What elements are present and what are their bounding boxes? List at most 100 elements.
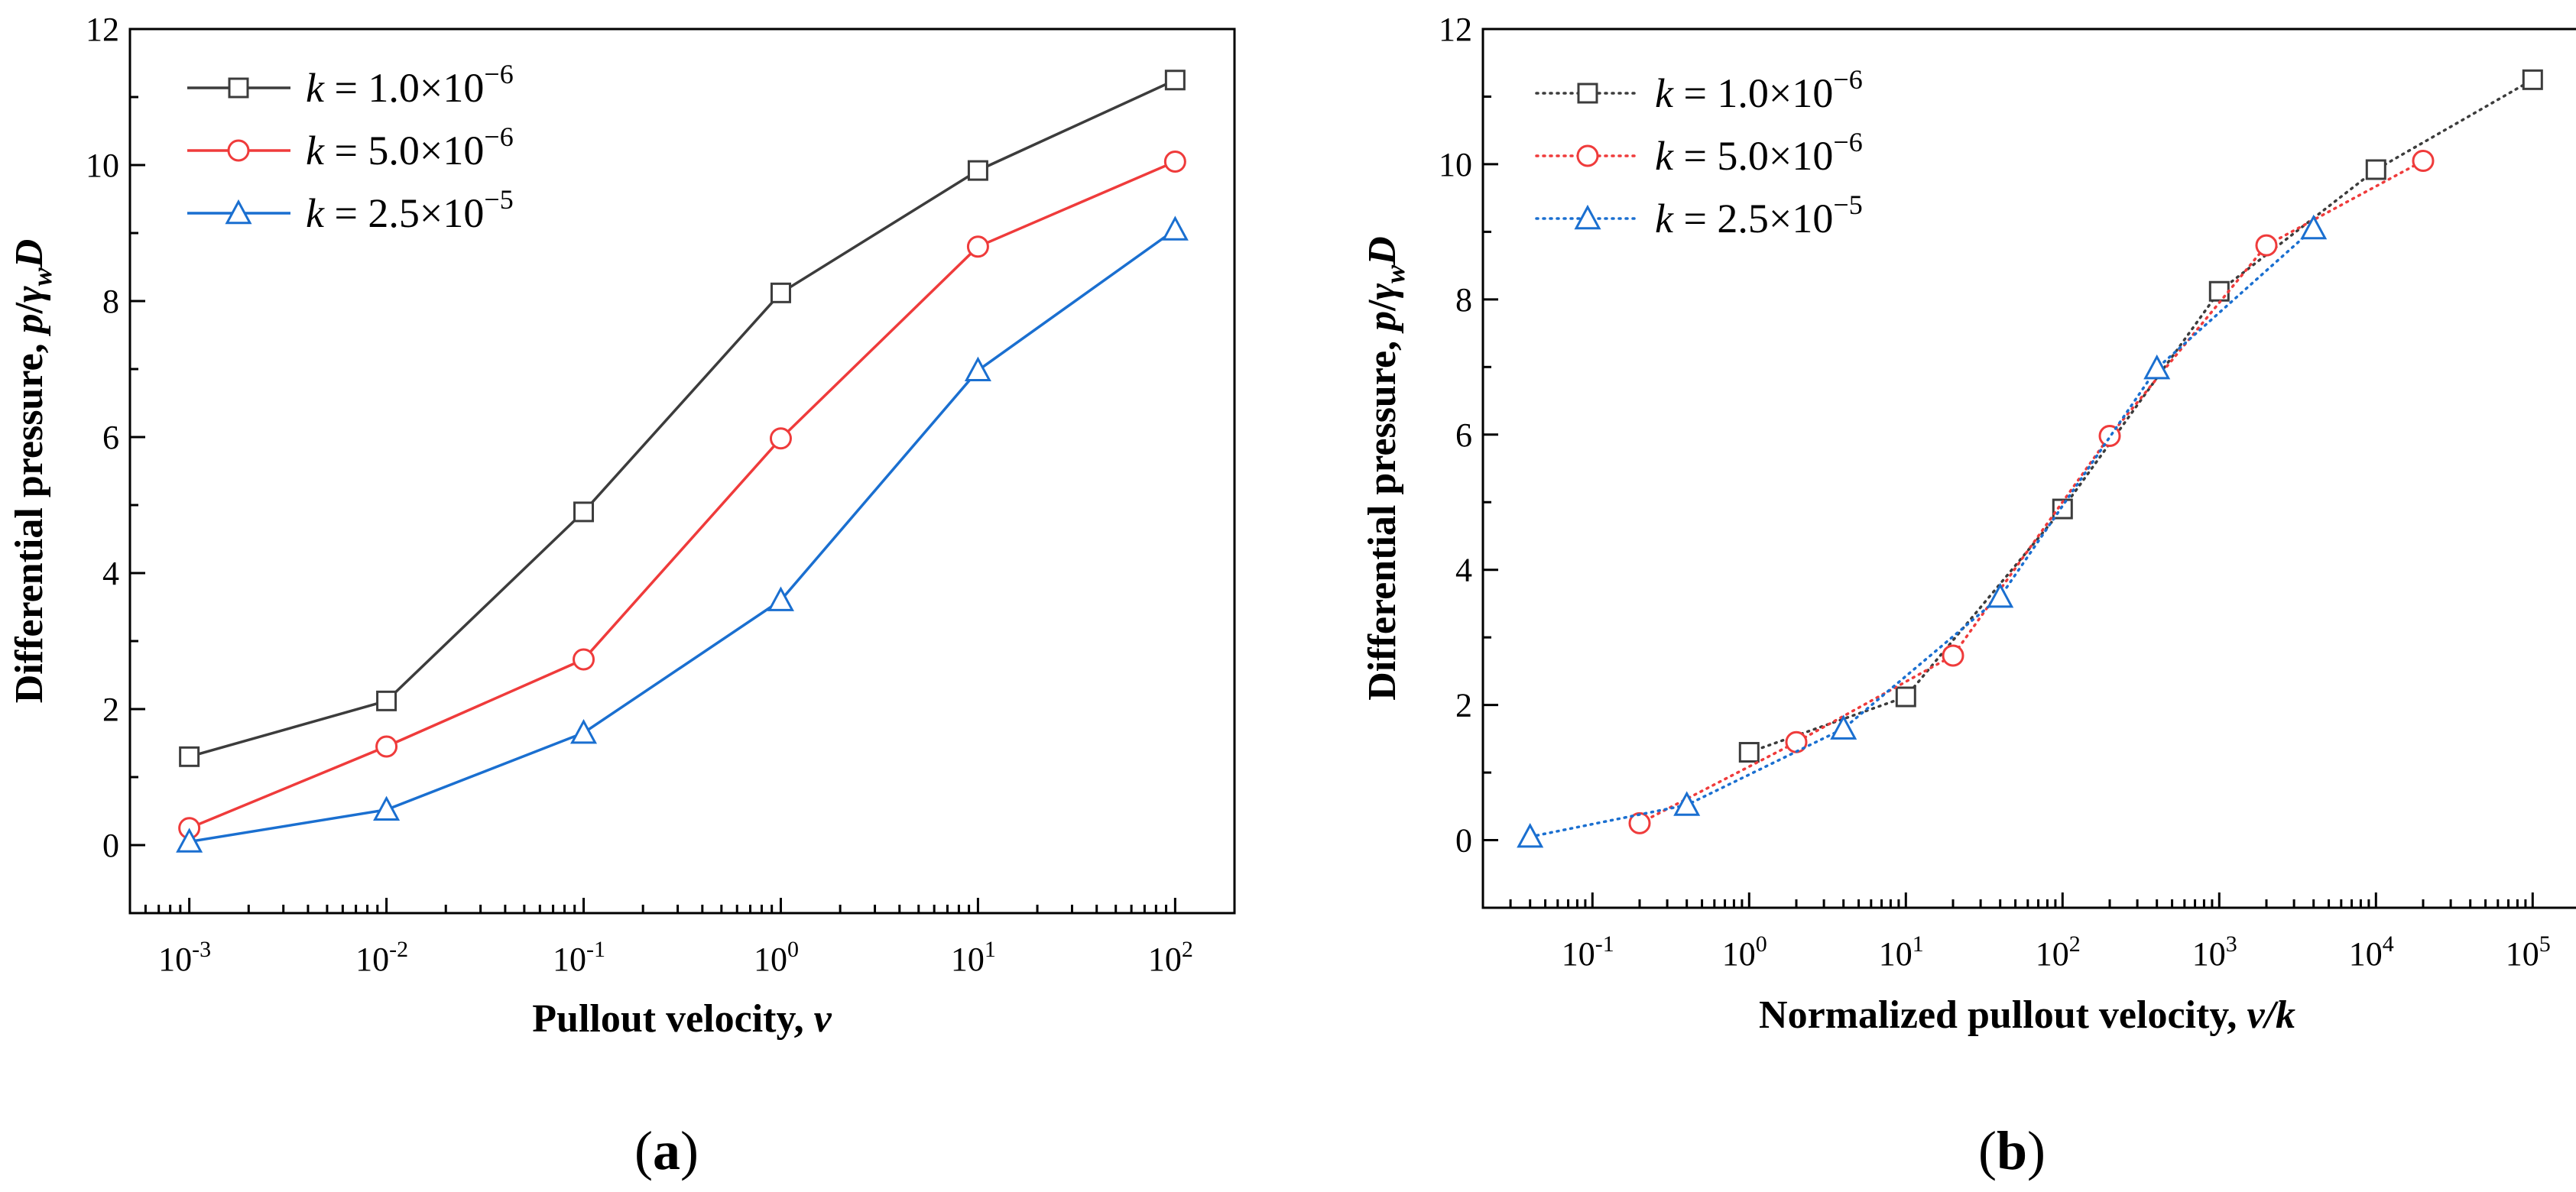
legend-eq: = 5.0×10 xyxy=(1673,133,1833,179)
y-axis-title-gamma: γ xyxy=(8,286,51,303)
legend-eq: = 2.5×10 xyxy=(324,190,484,236)
data-point xyxy=(573,501,595,523)
y-tick-label: 0 xyxy=(1455,822,1472,860)
legend-label: k = 2.5×10−5 xyxy=(1655,189,1863,241)
data-point xyxy=(1161,215,1189,241)
data-point xyxy=(1987,582,2014,608)
y-axis-title-D: D xyxy=(1361,236,1404,266)
legend-marker xyxy=(1577,83,1598,104)
x-tick-base: 10 xyxy=(1722,935,1756,973)
legend-entry-1: k = 5.0×10−6 xyxy=(1535,127,1863,179)
data-point xyxy=(570,718,598,744)
y-tick-label: 6 xyxy=(102,419,119,456)
y-axis-title: Differential pressure, p/γwD xyxy=(8,239,57,704)
plot-frame xyxy=(128,28,1236,915)
series-1 xyxy=(1628,150,2435,834)
series-line xyxy=(189,228,1176,844)
x-tick-exp: -2 xyxy=(389,937,408,962)
data-point xyxy=(1673,791,1701,816)
data-point xyxy=(2522,69,2543,90)
legend-entry-2: k = 2.5×10−5 xyxy=(187,184,514,236)
x-tick-exp: 3 xyxy=(2226,931,2237,957)
panel-label-letter: b xyxy=(1997,1120,2027,1181)
x-tick-exp: -1 xyxy=(586,937,605,962)
legend-exp: −5 xyxy=(1833,189,1862,220)
y-tick-label: 10 xyxy=(1439,146,1472,183)
legend-eq: = 1.0×10 xyxy=(1673,70,1833,116)
legend-k: k xyxy=(1655,133,1674,179)
x-tick-base: 10 xyxy=(2349,935,2383,973)
data-point xyxy=(769,427,792,450)
x-tick-label: 10-3 xyxy=(158,937,211,978)
series-line xyxy=(1528,227,2315,838)
legend-marker xyxy=(228,77,249,99)
legend-entry-1: k = 5.0×10−6 xyxy=(187,121,514,173)
x-tick-base: 10 xyxy=(2036,935,2069,973)
data-point xyxy=(767,586,794,611)
y-axis-title-slash: / xyxy=(8,302,51,314)
legend-eq: = 2.5×10 xyxy=(1673,196,1833,241)
series-0 xyxy=(179,70,1186,767)
legend-label: k = 1.0×10−6 xyxy=(1655,64,1863,116)
panel-label-close: ) xyxy=(680,1120,699,1181)
x-axis-title: Pullout velocity, v xyxy=(532,997,832,1041)
x-tick-label: 105 xyxy=(2506,931,2551,973)
legend-marker xyxy=(225,199,252,225)
x-tick-exp: 2 xyxy=(1182,937,1193,962)
x-tick-label: 103 xyxy=(2192,931,2237,973)
series-0 xyxy=(1738,69,2543,763)
x-tick-exp: 0 xyxy=(1756,931,1767,957)
x-tick-base: 10 xyxy=(951,941,985,978)
legend-k: k xyxy=(306,128,325,173)
y-axis-title-p: p xyxy=(8,313,51,336)
x-tick-exp: -3 xyxy=(192,937,211,962)
y-axis-title-pre: Differential pressure, xyxy=(1361,331,1404,701)
data-point xyxy=(573,648,595,671)
y-axis-title: Differential pressure, p/γwD xyxy=(1361,236,1410,701)
panel-label-open: ( xyxy=(1978,1120,1997,1181)
legend-k: k xyxy=(306,65,325,111)
legend-marker xyxy=(1576,144,1599,167)
series-2 xyxy=(1517,214,2328,848)
data-point xyxy=(1738,742,1760,763)
x-axis-title: Normalized pullout velocity, v/k xyxy=(1759,993,2295,1037)
x-tick-exp: 4 xyxy=(2383,931,2394,957)
x-tick-base: 10 xyxy=(2506,935,2539,973)
legend-entry-2: k = 2.5×10−5 xyxy=(1535,189,1863,241)
x-tick-label: 101 xyxy=(1879,931,1924,973)
data-point xyxy=(2143,354,2171,380)
y-axis-title-D: D xyxy=(8,239,51,269)
plot-frame xyxy=(1481,28,2576,909)
data-point xyxy=(1517,822,1544,848)
panel-label-close: ) xyxy=(2027,1120,2046,1181)
data-point xyxy=(376,690,397,711)
data-point xyxy=(966,235,989,258)
y-axis-title-p: p xyxy=(1361,311,1404,334)
x-tick-exp: 1 xyxy=(985,937,996,962)
y-tick-label: 12 xyxy=(86,11,119,48)
legend-exp: −5 xyxy=(484,184,513,215)
legend-k: k xyxy=(306,190,325,236)
series-line xyxy=(189,79,1176,758)
data-point xyxy=(2052,498,2073,520)
legend-exp: −6 xyxy=(1833,127,1862,157)
y-axis-title-sub: w xyxy=(1380,264,1410,283)
data-point xyxy=(1895,686,1916,708)
series-line xyxy=(1747,78,2535,754)
data-point xyxy=(1163,151,1186,173)
y-axis-title-gamma: γ xyxy=(1361,283,1404,300)
legend-label: k = 2.5×10−5 xyxy=(306,184,514,236)
x-tick-label: 10-1 xyxy=(1562,931,1614,973)
y-tick-label: 2 xyxy=(1455,687,1472,724)
x-tick-base: 10 xyxy=(1879,935,1913,973)
x-tick-base: 10 xyxy=(553,941,586,978)
legend-eq: = 5.0×10 xyxy=(324,128,484,173)
legend-label: k = 1.0×10−6 xyxy=(306,59,514,111)
y-tick-label: 4 xyxy=(102,555,119,592)
data-point xyxy=(2365,159,2386,180)
panel-label: (b) xyxy=(1978,1120,2046,1181)
x-tick-exp: -1 xyxy=(1595,931,1614,957)
x-axis-title-main: Pullout velocity, xyxy=(532,997,813,1041)
data-point xyxy=(967,160,988,181)
x-axis-title-main: Normalized pullout velocity, xyxy=(1759,993,2247,1037)
